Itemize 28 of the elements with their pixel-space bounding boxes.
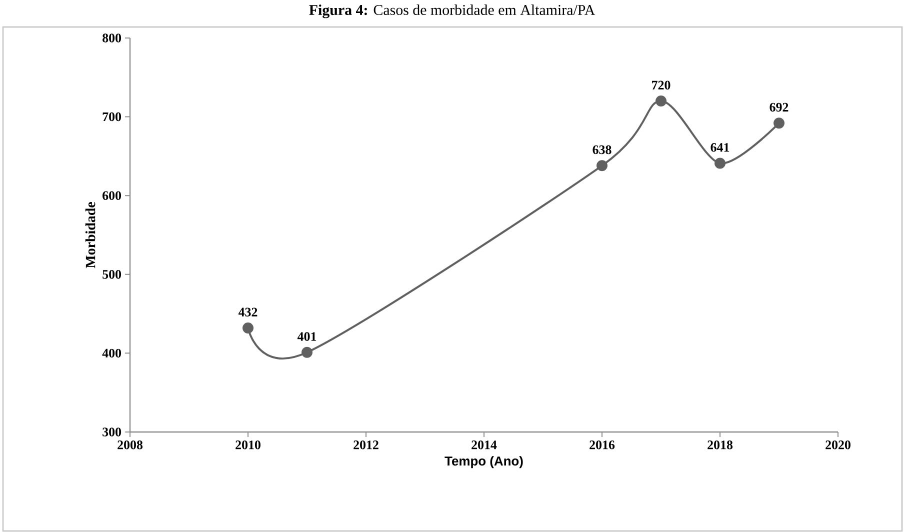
data-label: 720 xyxy=(652,80,670,90)
x-tick-label: 2012 xyxy=(354,440,378,450)
x-axis-title: Tempo (Ano) xyxy=(444,456,523,468)
y-axis-title: Morbidade xyxy=(85,202,96,268)
data-label: 641 xyxy=(710,143,730,152)
point xyxy=(656,96,667,107)
x-tick-label: 2010 xyxy=(236,440,260,450)
x-tick-label: 2018 xyxy=(708,440,733,450)
point xyxy=(774,118,785,129)
y-tick-label: 500 xyxy=(102,270,122,279)
y-tick-label: 600 xyxy=(102,191,122,200)
y-tick-label: 800 xyxy=(102,34,122,42)
data-label: 692 xyxy=(770,102,788,112)
y-tick-label: 400 xyxy=(102,348,122,358)
data-label: 401 xyxy=(297,332,316,341)
y-tick-label: 700 xyxy=(102,112,122,122)
data-label: 432 xyxy=(238,308,258,316)
data-label: 638 xyxy=(592,145,612,154)
chart-title: Figura 4: Casos de morbidade em Altamira/PA xyxy=(309,4,596,18)
x-tick-label: 2020 xyxy=(826,440,850,450)
point xyxy=(302,346,313,358)
x-tick-label: 2014 xyxy=(472,440,497,450)
x-tick-label: 2016 xyxy=(590,440,615,450)
point xyxy=(714,158,726,169)
y-tick-label: 300 xyxy=(102,428,122,436)
point xyxy=(242,322,254,334)
x-tick-label: 2008 xyxy=(118,440,143,450)
point xyxy=(596,160,608,172)
